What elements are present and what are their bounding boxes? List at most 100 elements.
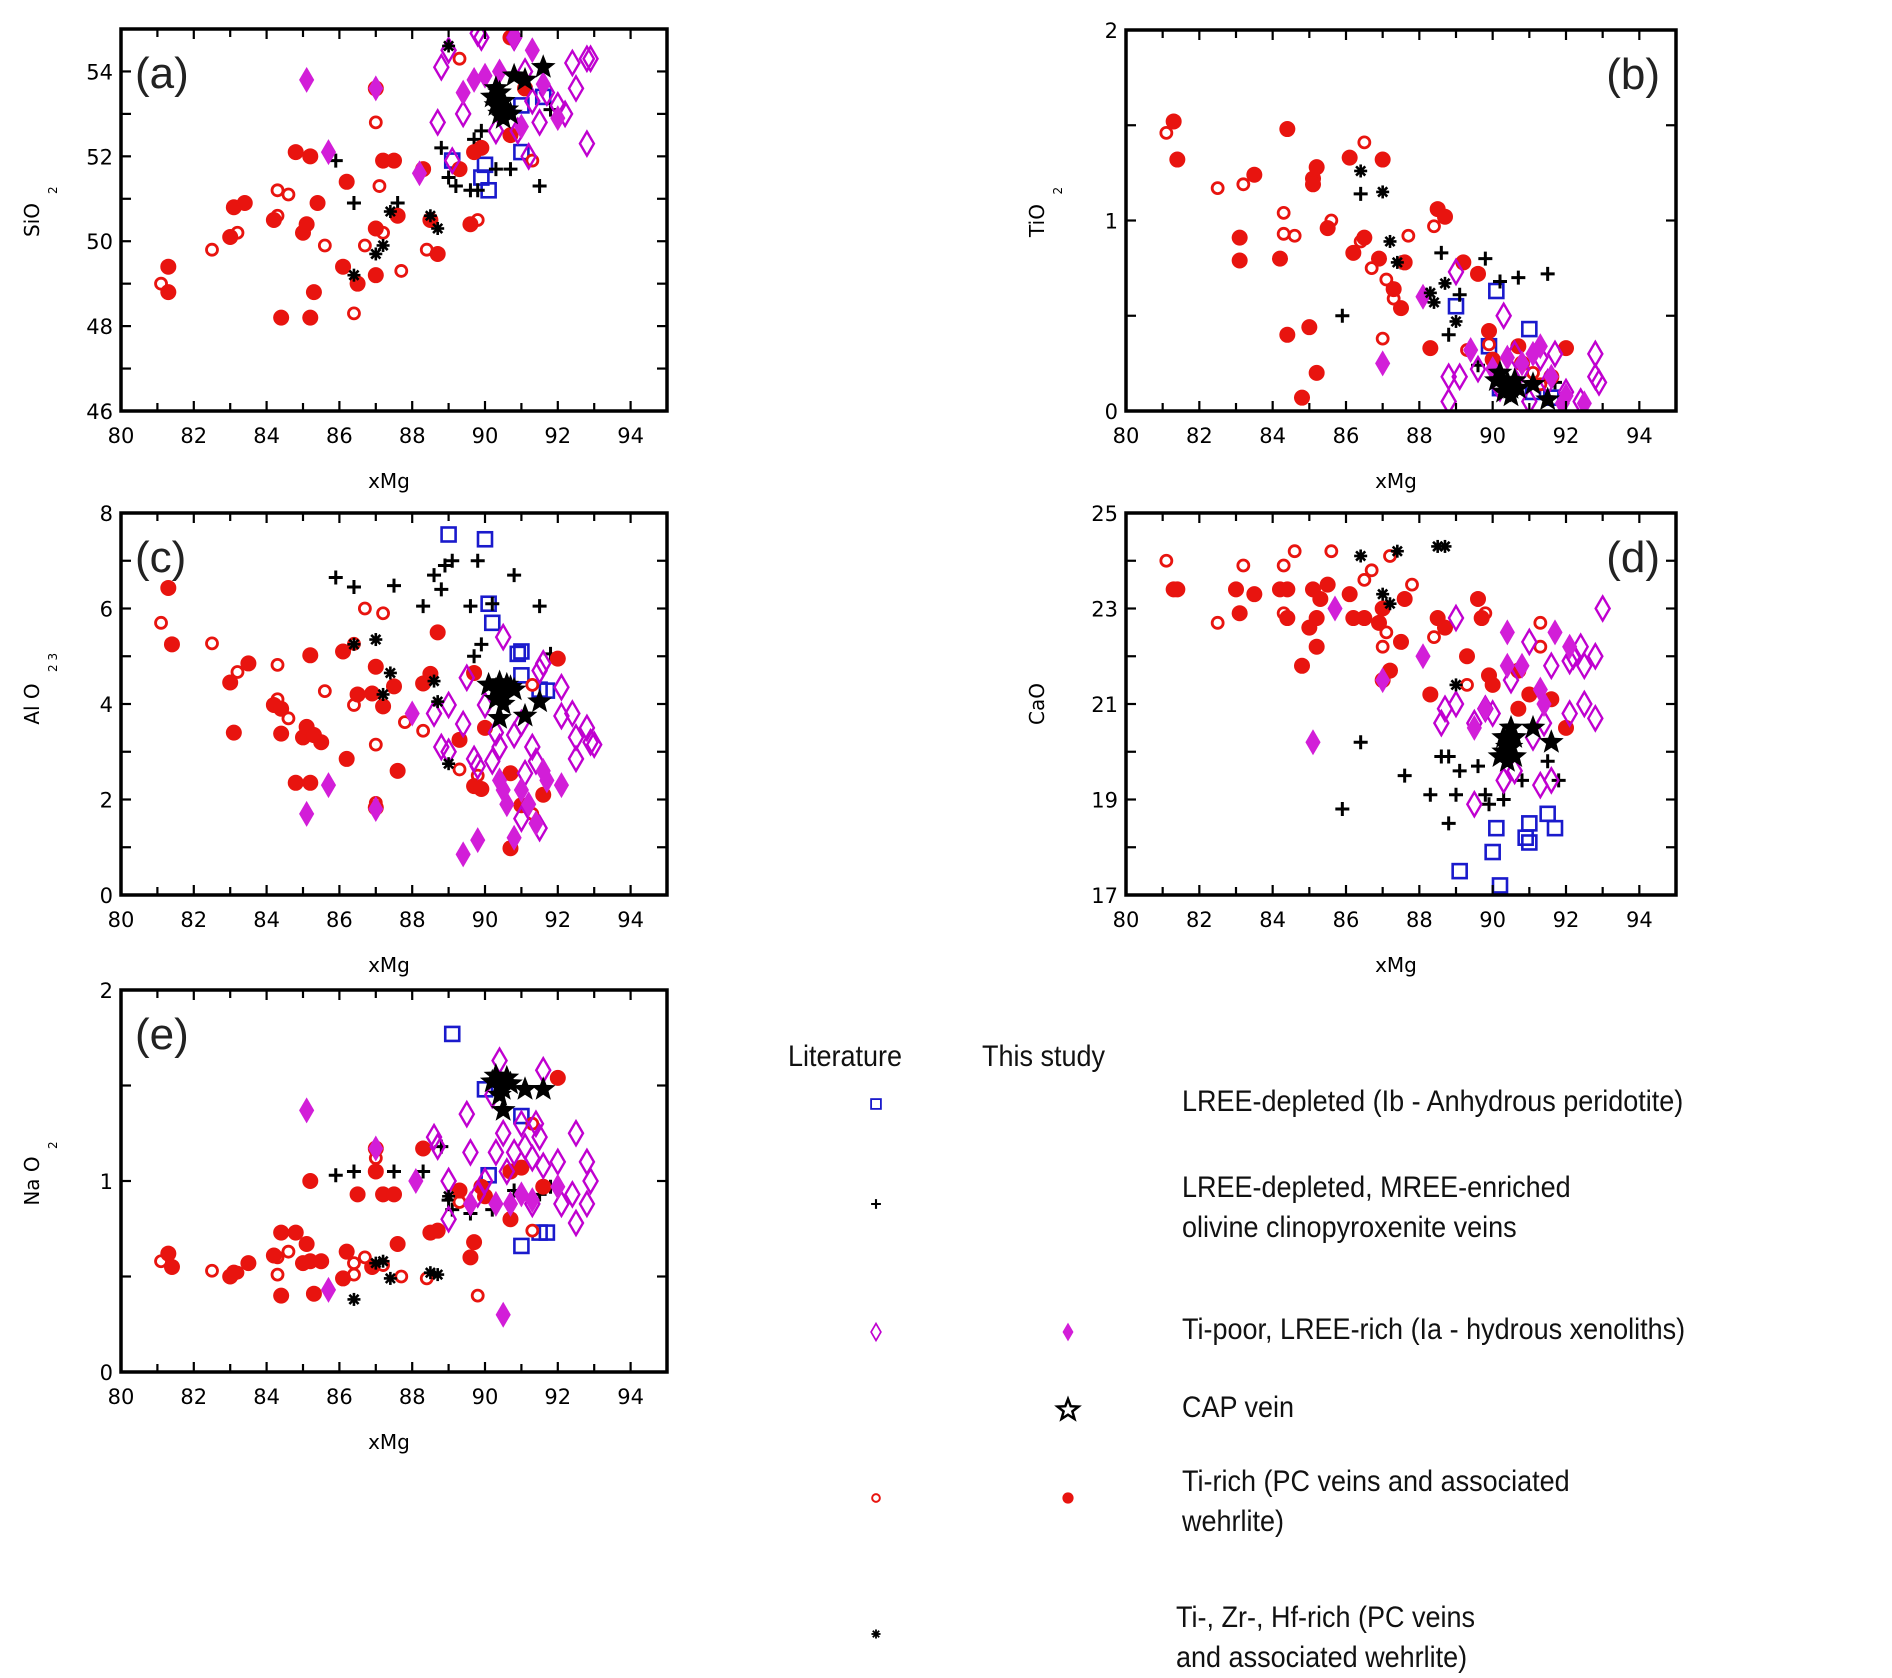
- point-study-cap: [490, 691, 516, 715]
- point-lit-ia: [563, 699, 581, 728]
- point-study-tirich: [1231, 605, 1248, 622]
- point-lit-zrhf: [369, 247, 383, 261]
- point-study-tirich: [236, 195, 253, 212]
- panel-label: (d): [1606, 533, 1660, 582]
- x-tick-label: 82: [180, 424, 207, 448]
- x-tick-label: 84: [1259, 908, 1286, 932]
- legend-marker-study-tirich: [1062, 1492, 1074, 1504]
- legend-label: Ti-poor, LREE-rich (Ia - hydrous xenolit…: [1182, 1313, 1686, 1346]
- plot-frame: [1124, 511, 1678, 897]
- legend-symbol-study-ia: [1062, 1322, 1074, 1342]
- point-lit-ia: [494, 622, 512, 652]
- point-lit-ib: [1521, 320, 1538, 338]
- x-tick-label: 90: [472, 1385, 499, 1409]
- point-study-tirich: [335, 1270, 352, 1287]
- point-lit-tirich: [1210, 615, 1225, 630]
- point-lit-ib: [513, 643, 530, 660]
- point-study-tirich: [367, 220, 384, 237]
- point-study-cap: [512, 702, 538, 727]
- point-lit-plus: [448, 179, 463, 194]
- point-lit-ib: [538, 1224, 556, 1241]
- point-lit-ia: [531, 107, 548, 137]
- point-study-tirich: [535, 1178, 552, 1195]
- point-lit-ib: [1484, 843, 1501, 861]
- x-tick-label: 82: [1186, 908, 1213, 932]
- point-study-ia: [320, 139, 337, 166]
- point-lit-tirich: [1287, 228, 1302, 243]
- point-lit-plus: [1335, 308, 1350, 323]
- point-lit-plus: [485, 596, 500, 611]
- point-lit-plus: [467, 649, 482, 664]
- y-tick-label: 2: [1105, 19, 1118, 43]
- point-study-tirich: [1319, 576, 1336, 593]
- point-lit-ia: [458, 663, 476, 693]
- point-lit-ia: [1495, 766, 1513, 795]
- legend-symbol-lit-ib: [870, 1098, 882, 1110]
- point-lit-zrhf: [1354, 549, 1368, 563]
- point-study-tirich: [367, 658, 384, 675]
- point-lit-tirich: [347, 306, 361, 321]
- x-tick-label: 86: [326, 908, 353, 932]
- point-study-tirich: [225, 1264, 242, 1281]
- point-lit-plus: [1511, 270, 1526, 285]
- legend-label: olivine clinopyroxenite veins: [1182, 1211, 1517, 1244]
- point-lit-ia: [578, 129, 596, 158]
- legend-header-this-study: This study: [982, 1040, 1106, 1073]
- point-study-tirich: [473, 780, 490, 797]
- point-lit-tirich: [452, 51, 467, 66]
- x-tick-label: 94: [1626, 424, 1653, 448]
- point-study-tirich: [1319, 220, 1336, 237]
- point-study-tirich: [1279, 581, 1296, 598]
- point-study-tirich: [386, 1186, 402, 1203]
- legend-header-literature: Literature: [788, 1040, 903, 1073]
- y-axis-title-subscript: 2: [46, 1141, 60, 1149]
- point-lit-ia: [429, 1132, 447, 1162]
- point-lit-ia: [582, 44, 599, 74]
- point-lit-ia: [432, 732, 450, 762]
- point-study-tirich: [240, 655, 257, 672]
- point-study-ia: [368, 1135, 384, 1162]
- point-study-tirich: [338, 1243, 355, 1260]
- point-lit-plus: [416, 599, 431, 614]
- x-tick-label: 88: [1406, 424, 1433, 448]
- point-lit-tirich: [1460, 678, 1474, 692]
- point-lit-ia: [585, 730, 603, 759]
- point-lit-ia: [1586, 641, 1604, 671]
- point-study-tirich: [309, 195, 326, 212]
- y-tick-label: 2: [100, 789, 113, 813]
- point-study-tirich: [429, 1222, 446, 1239]
- panel-a: 80 82 84 86 88 90 92 94 46 48 50 52 54 xMg SiO 2 (a): [20, 27, 669, 493]
- point-lit-ib: [476, 530, 494, 548]
- point-lit-ib: [513, 143, 530, 161]
- legend-label: LREE-depleted (Ib - Anhydrous peridotite…: [1182, 1085, 1684, 1118]
- point-lit-ia: [523, 1143, 541, 1173]
- point-lit-ia: [425, 1122, 443, 1152]
- point-lit-ia: [1447, 603, 1465, 633]
- point-lit-ia: [531, 656, 548, 685]
- data-points: [1159, 113, 1608, 411]
- point-study-tirich: [1356, 229, 1373, 246]
- point-study-ia: [1466, 714, 1482, 741]
- point-study-cap: [494, 96, 520, 121]
- point-lit-zrhf: [431, 695, 445, 709]
- point-study-ia: [1327, 595, 1343, 622]
- point-lit-plus: [467, 132, 482, 147]
- data-points: [154, 1025, 599, 1328]
- point-study-tirich: [473, 139, 490, 156]
- point-lit-ib: [483, 614, 501, 632]
- x-tick-label: 90: [472, 424, 499, 448]
- y-axis-title-text: Na O: [20, 1156, 44, 1205]
- point-lit-ia: [1575, 689, 1593, 719]
- point-study-tirich: [389, 762, 406, 779]
- point-study-tirich: [349, 686, 366, 703]
- point-study-tirich: [1312, 590, 1329, 607]
- point-lit-zrhf: [1438, 539, 1452, 553]
- point-lit-tirich: [281, 187, 296, 202]
- x-tick-label: 88: [399, 1385, 426, 1409]
- point-lit-zrhf: [347, 268, 361, 282]
- point-lit-plus: [1478, 251, 1493, 266]
- point-lit-ia: [531, 1122, 548, 1152]
- point-lit-tirich: [525, 1223, 540, 1238]
- point-study-tirich: [389, 1236, 406, 1253]
